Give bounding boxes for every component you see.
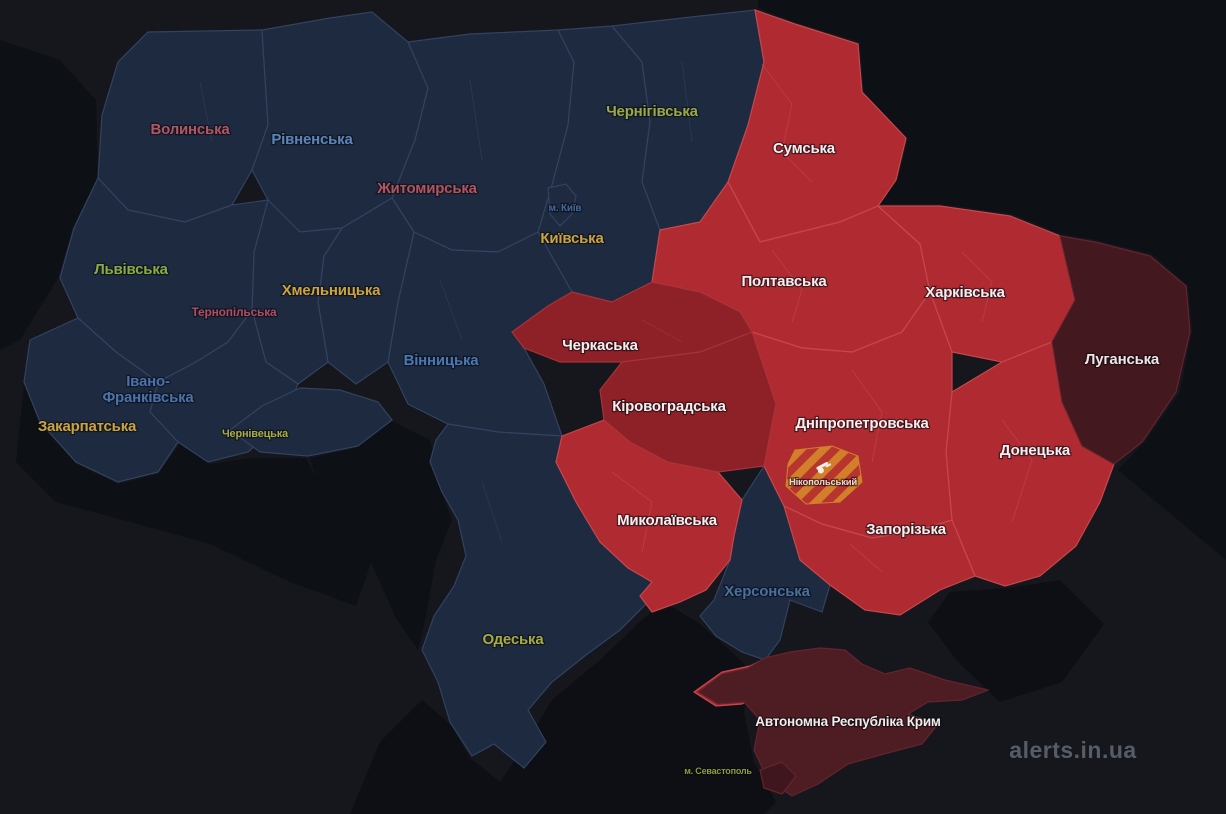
region-crimea[interactable]	[696, 647, 991, 797]
label-poltava: Полтавська	[741, 273, 827, 290]
label-zhytomyr: Житомирська	[376, 180, 477, 197]
region-sevastopol[interactable]	[759, 761, 797, 795]
region-labels: Волинська Рівненська Житомирська Чернігі…	[37, 102, 1162, 778]
label-kirovohrad: Кіровоградська	[612, 398, 726, 415]
label-sevastopol: м. Севастополь	[684, 766, 752, 776]
region-kyiv-city[interactable]	[547, 183, 577, 227]
label-ternopil: Тернопільська	[191, 305, 277, 319]
region-zakarpattia[interactable]	[23, 317, 179, 483]
foreign-land-russia	[758, 0, 1226, 560]
region-luhansk[interactable]	[1051, 235, 1191, 465]
region-zaporizhzhia[interactable]	[783, 504, 976, 616]
label-dnipropetrovsk: Дніпропетровська	[795, 415, 929, 432]
label-chernihiv: Чернігівська	[606, 103, 698, 120]
occupied-regions	[696, 235, 1191, 797]
label-volyn: Волинська	[150, 121, 230, 138]
label-ivano-frankivsk-line2: Франківська	[102, 389, 194, 406]
label-odesa: Одеська	[483, 631, 545, 648]
region-chernivtsi[interactable]	[228, 387, 393, 457]
region-cherkasy[interactable]	[511, 281, 753, 363]
black-sea	[350, 602, 776, 814]
foreign-land-romania	[16, 384, 372, 606]
label-khmelnytskyi: Хмельницька	[282, 282, 381, 299]
label-ivano-frankivsk-line1: Івано-	[126, 373, 170, 390]
label-donetsk: Донецька	[1000, 442, 1071, 459]
label-luhansk: Луганська	[1085, 351, 1160, 368]
label-zakarpattia: Закарпатська	[38, 418, 137, 435]
label-cherkasy: Черкаська	[562, 337, 638, 354]
label-kyiv-city: м. Київ	[549, 203, 582, 214]
watermark: alerts.in.ua	[1009, 737, 1136, 763]
foreign-land-poland	[0, 40, 98, 350]
label-kherson: Херсонська	[724, 583, 810, 600]
label-kharkiv: Харківська	[925, 284, 1005, 301]
label-mykolaiv: Миколаївська	[617, 512, 718, 529]
label-chernivtsi: Чернівецька	[222, 428, 289, 440]
district-boundaries	[199, 61, 1033, 573]
azov-sea	[928, 580, 1104, 702]
district-nikopolskyi[interactable]	[785, 445, 863, 505]
label-vinnytsia: Вінницька	[404, 352, 480, 369]
label-nikopolskyi: Нікопольський	[789, 477, 857, 488]
region-vinnytsia[interactable]	[387, 231, 573, 437]
foreign-land-moldova	[310, 420, 452, 650]
label-kyiv-oblast: Київська	[540, 230, 604, 247]
label-zaporizhzhia: Запорізька	[866, 521, 947, 538]
label-crimea: Автономна Республіка Крим	[755, 714, 941, 729]
calm-regions	[23, 9, 831, 769]
label-lviv: Львівська	[94, 261, 168, 278]
artillery-icon	[816, 461, 832, 474]
label-sumy: Сумська	[773, 140, 836, 157]
region-kirovohrad[interactable]	[599, 331, 777, 473]
label-rivne: Рівненська	[271, 131, 353, 148]
